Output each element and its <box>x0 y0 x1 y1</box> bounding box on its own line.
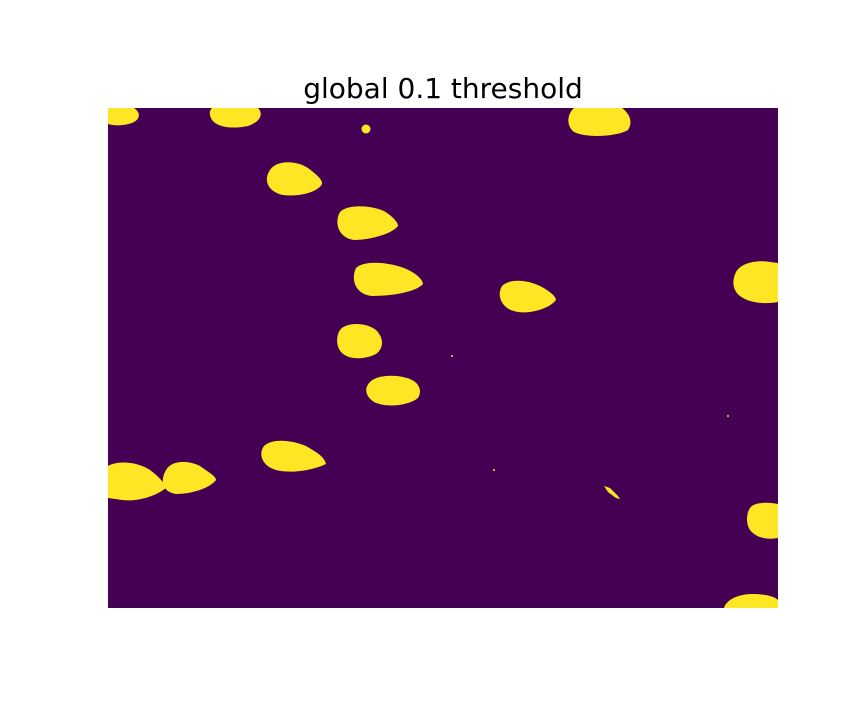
mask-blob <box>353 262 423 296</box>
mask-blob <box>108 108 139 126</box>
mask-blobs <box>108 108 778 608</box>
mask-blob <box>361 124 371 134</box>
figure-title: global 0.1 threshold <box>303 72 583 105</box>
mask-blob <box>366 375 420 406</box>
mask-blob <box>337 206 398 240</box>
mask-blob <box>266 162 323 196</box>
mask-blob <box>727 415 729 417</box>
mask-blob <box>451 355 453 357</box>
mask-blob <box>261 440 326 472</box>
mask-blob <box>337 324 382 359</box>
mask-blob <box>724 594 778 608</box>
mask-blob <box>499 280 556 313</box>
mask-blob <box>108 462 166 501</box>
mask-blob <box>604 486 620 499</box>
mask-blob <box>209 108 261 128</box>
mask-background <box>108 108 778 608</box>
mask-blob <box>733 261 778 304</box>
mask-blob <box>568 108 631 136</box>
mask-blob <box>162 461 216 494</box>
mask-blob <box>493 469 495 471</box>
mask-blob <box>747 502 778 539</box>
mask-canvas <box>108 108 778 608</box>
threshold-mask-image <box>108 108 778 608</box>
